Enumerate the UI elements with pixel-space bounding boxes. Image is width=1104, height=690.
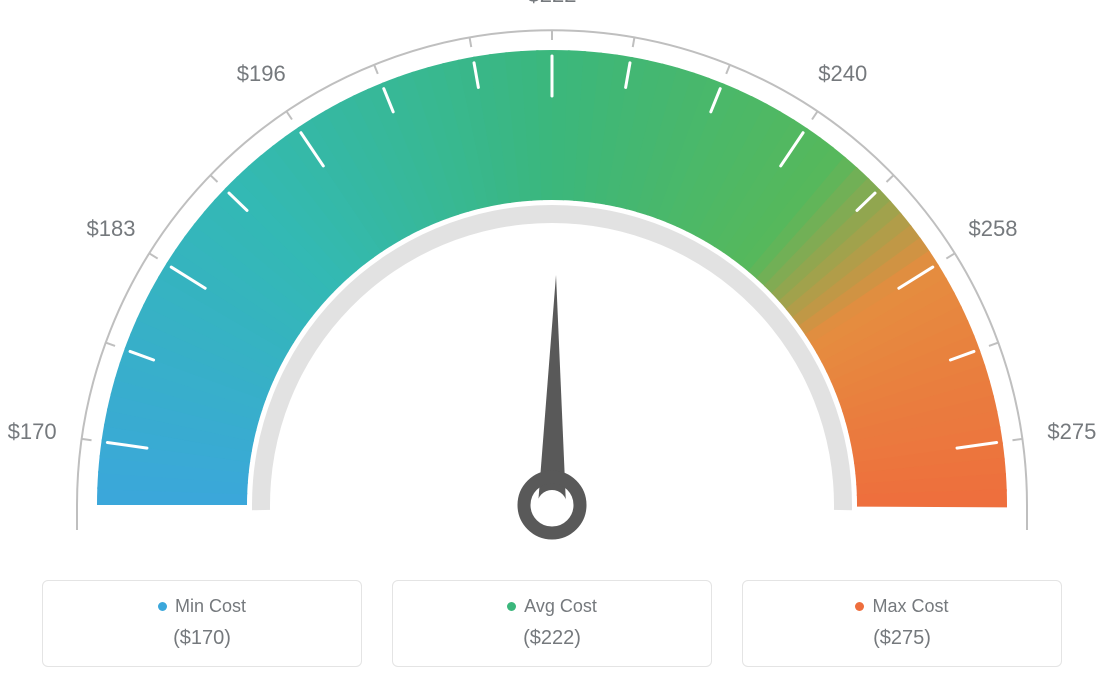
legend-dot-min <box>158 602 167 611</box>
legend-top-avg: Avg Cost <box>393 595 711 617</box>
legend-label-avg: Avg Cost <box>524 596 597 616</box>
legend-card-max: Max Cost ($275) <box>742 580 1062 667</box>
gauge-svg <box>0 0 1104 560</box>
legend-top-max: Max Cost <box>743 595 1061 617</box>
legend-dot-max <box>855 602 864 611</box>
gauge-chart: $170 $183 $196 $222 $240 $258 $275 <box>0 0 1104 560</box>
legend-label-min: Min Cost <box>175 596 246 616</box>
gauge-tick-label: $170 <box>8 419 57 445</box>
gauge-tick-label: $240 <box>818 61 867 87</box>
legend-value-min: ($170) <box>43 627 361 650</box>
legend-card-avg: Avg Cost ($222) <box>392 580 712 667</box>
gauge-tick-label: $222 <box>528 0 577 8</box>
gauge-tick-label: $258 <box>969 216 1018 242</box>
legend-card-min: Min Cost ($170) <box>42 580 362 667</box>
legend-value-avg: ($222) <box>393 627 711 650</box>
gauge-tick-label: $196 <box>237 61 286 87</box>
legend-value-max: ($275) <box>743 627 1061 650</box>
legend-row: Min Cost ($170) Avg Cost ($222) Max Cost… <box>0 580 1104 667</box>
legend-label-max: Max Cost <box>872 596 948 616</box>
gauge-tick-label: $183 <box>87 216 136 242</box>
gauge-tick-label: $275 <box>1047 419 1096 445</box>
legend-dot-avg <box>507 602 516 611</box>
legend-top-min: Min Cost <box>43 595 361 617</box>
